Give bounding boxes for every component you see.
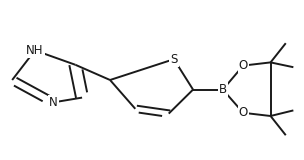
Text: O: O <box>239 59 248 72</box>
Text: NH: NH <box>26 44 44 57</box>
Text: N: N <box>49 96 57 109</box>
Text: S: S <box>170 53 178 66</box>
Text: O: O <box>239 106 248 119</box>
Text: B: B <box>219 83 227 96</box>
